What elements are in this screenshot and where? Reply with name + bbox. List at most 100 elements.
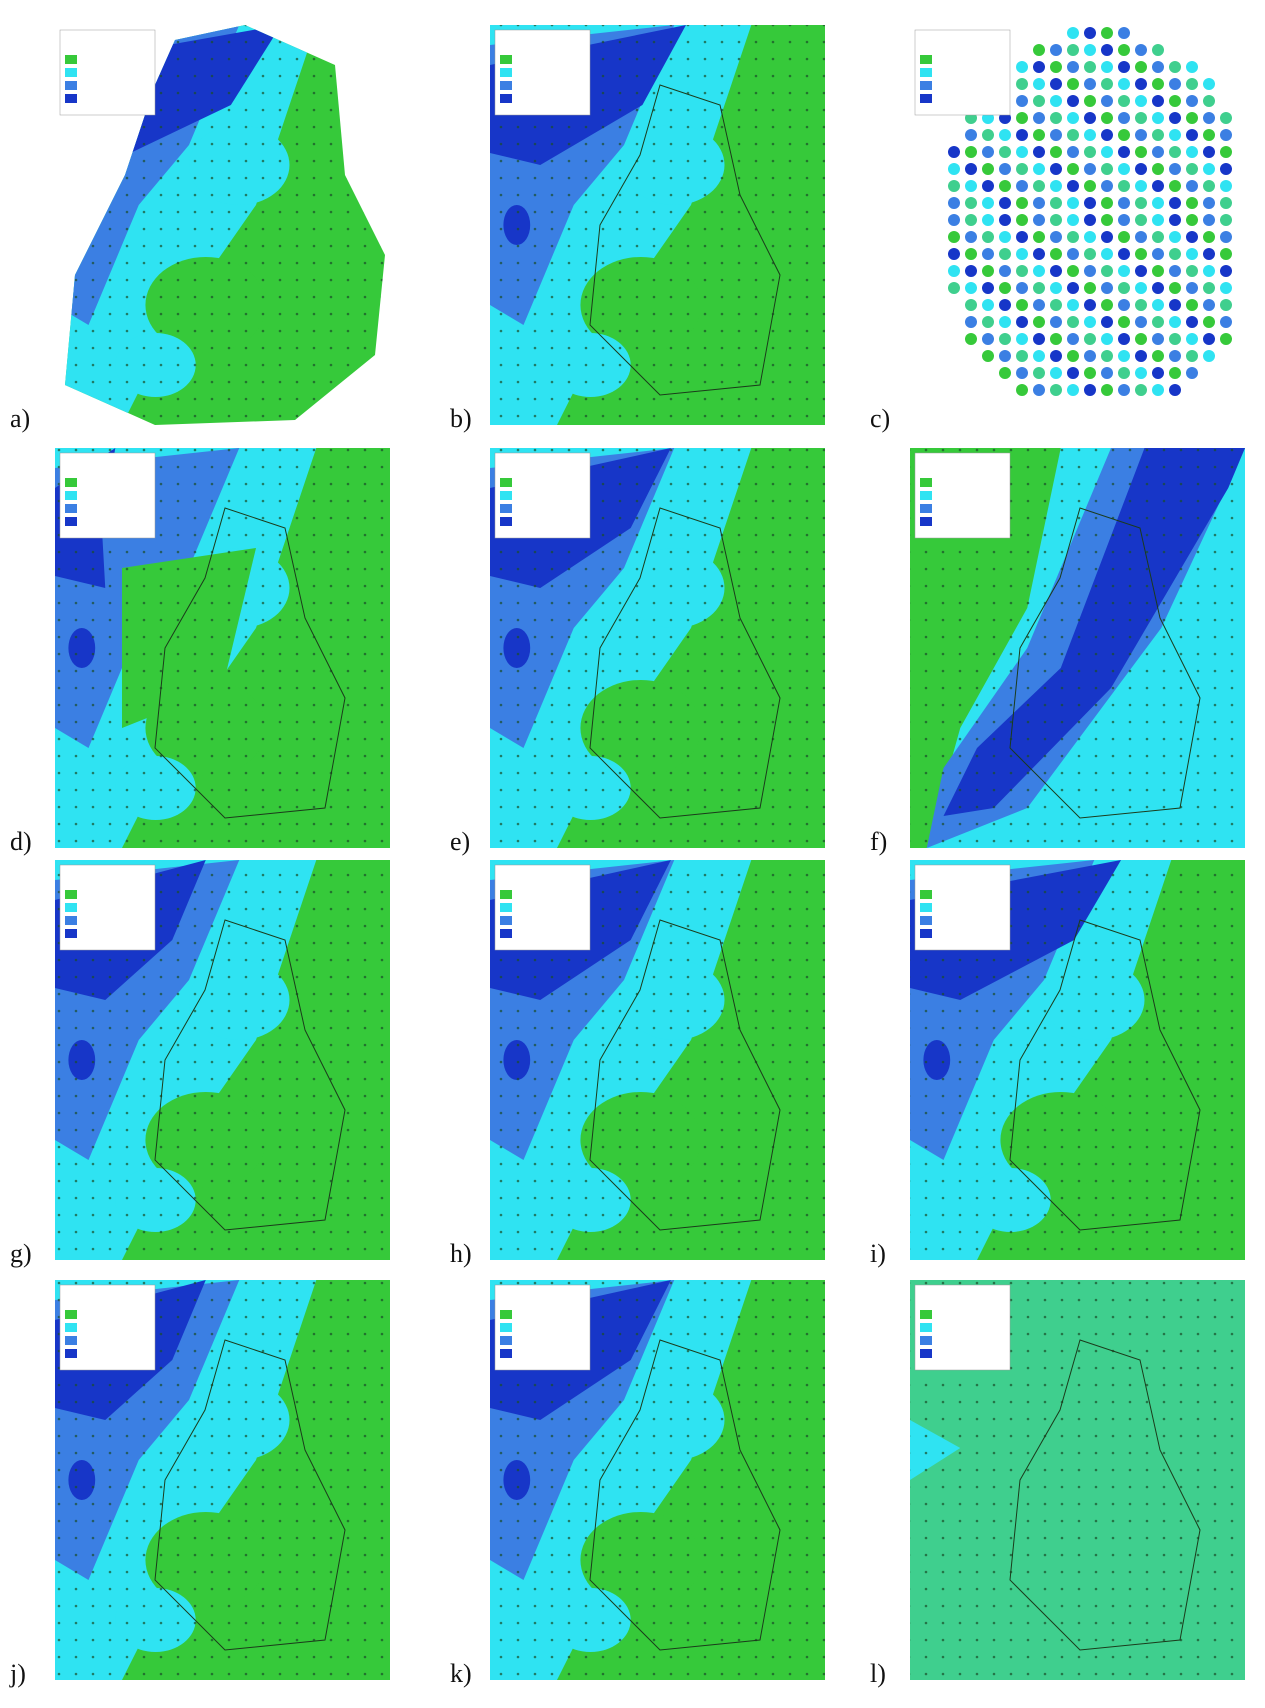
grid-point bbox=[1016, 61, 1028, 73]
panel-label: j) bbox=[9, 1659, 26, 1688]
grid-point bbox=[1033, 163, 1045, 175]
grid-point bbox=[1033, 231, 1045, 243]
legend-swatch bbox=[500, 478, 512, 487]
grid-point bbox=[1033, 333, 1045, 345]
grid-point bbox=[1169, 316, 1181, 328]
grid-point bbox=[982, 231, 994, 243]
grid-point bbox=[1203, 299, 1215, 311]
grid-point bbox=[1118, 44, 1130, 56]
grid-point bbox=[1220, 214, 1232, 226]
panel-label: c) bbox=[870, 404, 890, 433]
grid-point bbox=[1135, 44, 1147, 56]
grid-point bbox=[1101, 95, 1113, 107]
grid-point bbox=[1203, 78, 1215, 90]
grid-point bbox=[1067, 350, 1079, 362]
grid-point bbox=[1152, 214, 1164, 226]
legend-swatch bbox=[920, 916, 932, 925]
grid-point bbox=[1050, 44, 1062, 56]
grid-point bbox=[965, 214, 977, 226]
grid-point bbox=[1118, 146, 1130, 158]
grid-point bbox=[1220, 180, 1232, 192]
grid-point bbox=[1084, 95, 1096, 107]
grid-point bbox=[1152, 78, 1164, 90]
grid-point bbox=[1101, 78, 1113, 90]
grid-point bbox=[1203, 248, 1215, 260]
grid-point bbox=[1033, 197, 1045, 209]
panel-label: i) bbox=[870, 1239, 886, 1268]
grid-point bbox=[1118, 163, 1130, 175]
grid-point bbox=[1152, 95, 1164, 107]
grid-point bbox=[1084, 78, 1096, 90]
grid-point bbox=[1084, 27, 1096, 39]
grid-point bbox=[1101, 282, 1113, 294]
legend-swatch bbox=[920, 1336, 932, 1345]
grid-point bbox=[1203, 146, 1215, 158]
grid-point bbox=[1169, 265, 1181, 277]
map-panel bbox=[490, 860, 825, 1260]
legend-swatch bbox=[920, 1310, 932, 1319]
grid-point bbox=[1220, 299, 1232, 311]
grid-point bbox=[1135, 78, 1147, 90]
grid-point bbox=[965, 248, 977, 260]
legend bbox=[495, 1285, 590, 1370]
grid-point bbox=[1203, 129, 1215, 141]
grid-point bbox=[1016, 248, 1028, 260]
grid-point bbox=[1033, 384, 1045, 396]
grid-point bbox=[1169, 129, 1181, 141]
grid-point bbox=[1186, 350, 1198, 362]
grid-point bbox=[1101, 316, 1113, 328]
grid-point bbox=[1203, 112, 1215, 124]
grid-point bbox=[1152, 248, 1164, 260]
grid-point bbox=[1016, 78, 1028, 90]
grid-point bbox=[1067, 163, 1079, 175]
map-panel bbox=[55, 25, 390, 425]
grid-point bbox=[999, 214, 1011, 226]
grid-point bbox=[965, 129, 977, 141]
panel-label: g) bbox=[10, 1239, 32, 1268]
grid-point bbox=[1016, 129, 1028, 141]
legend bbox=[915, 30, 1010, 115]
grid-point bbox=[1101, 350, 1113, 362]
legend-swatch bbox=[65, 517, 77, 526]
grid-point bbox=[1135, 197, 1147, 209]
legend-swatch bbox=[920, 55, 932, 64]
grid-point bbox=[1135, 112, 1147, 124]
legend-swatch bbox=[920, 81, 932, 90]
grid-point bbox=[1016, 299, 1028, 311]
grid-point bbox=[1152, 44, 1164, 56]
grid-point bbox=[1152, 316, 1164, 328]
map-panel bbox=[910, 1280, 1245, 1680]
legend bbox=[915, 453, 1010, 538]
grid-point bbox=[1220, 316, 1232, 328]
grid-point bbox=[1101, 299, 1113, 311]
panel-label: b) bbox=[450, 404, 472, 433]
grid-point bbox=[1118, 78, 1130, 90]
grid-point bbox=[1169, 61, 1181, 73]
grid-point bbox=[1101, 367, 1113, 379]
grid-point bbox=[1220, 333, 1232, 345]
grid-point bbox=[1169, 95, 1181, 107]
legend-swatch bbox=[500, 1349, 512, 1358]
grid-point bbox=[1033, 112, 1045, 124]
grid-point bbox=[948, 197, 960, 209]
grid-point bbox=[1050, 214, 1062, 226]
legend bbox=[915, 865, 1010, 950]
grid-point bbox=[982, 350, 994, 362]
legend bbox=[60, 30, 155, 115]
panel-label: l) bbox=[870, 1659, 886, 1688]
grid-point bbox=[1101, 384, 1113, 396]
grid-point bbox=[965, 282, 977, 294]
grid-point bbox=[1169, 112, 1181, 124]
grid-point bbox=[1152, 350, 1164, 362]
grid-point bbox=[1118, 265, 1130, 277]
grid-point bbox=[1135, 333, 1147, 345]
grid-point bbox=[1101, 248, 1113, 260]
grid-point bbox=[1135, 214, 1147, 226]
legend-swatch bbox=[65, 903, 77, 912]
grid-point bbox=[1118, 350, 1130, 362]
grid-point bbox=[1067, 316, 1079, 328]
map-panel bbox=[910, 860, 1245, 1260]
grid-point bbox=[1050, 367, 1062, 379]
grid-point bbox=[1084, 316, 1096, 328]
grid-point bbox=[1101, 214, 1113, 226]
